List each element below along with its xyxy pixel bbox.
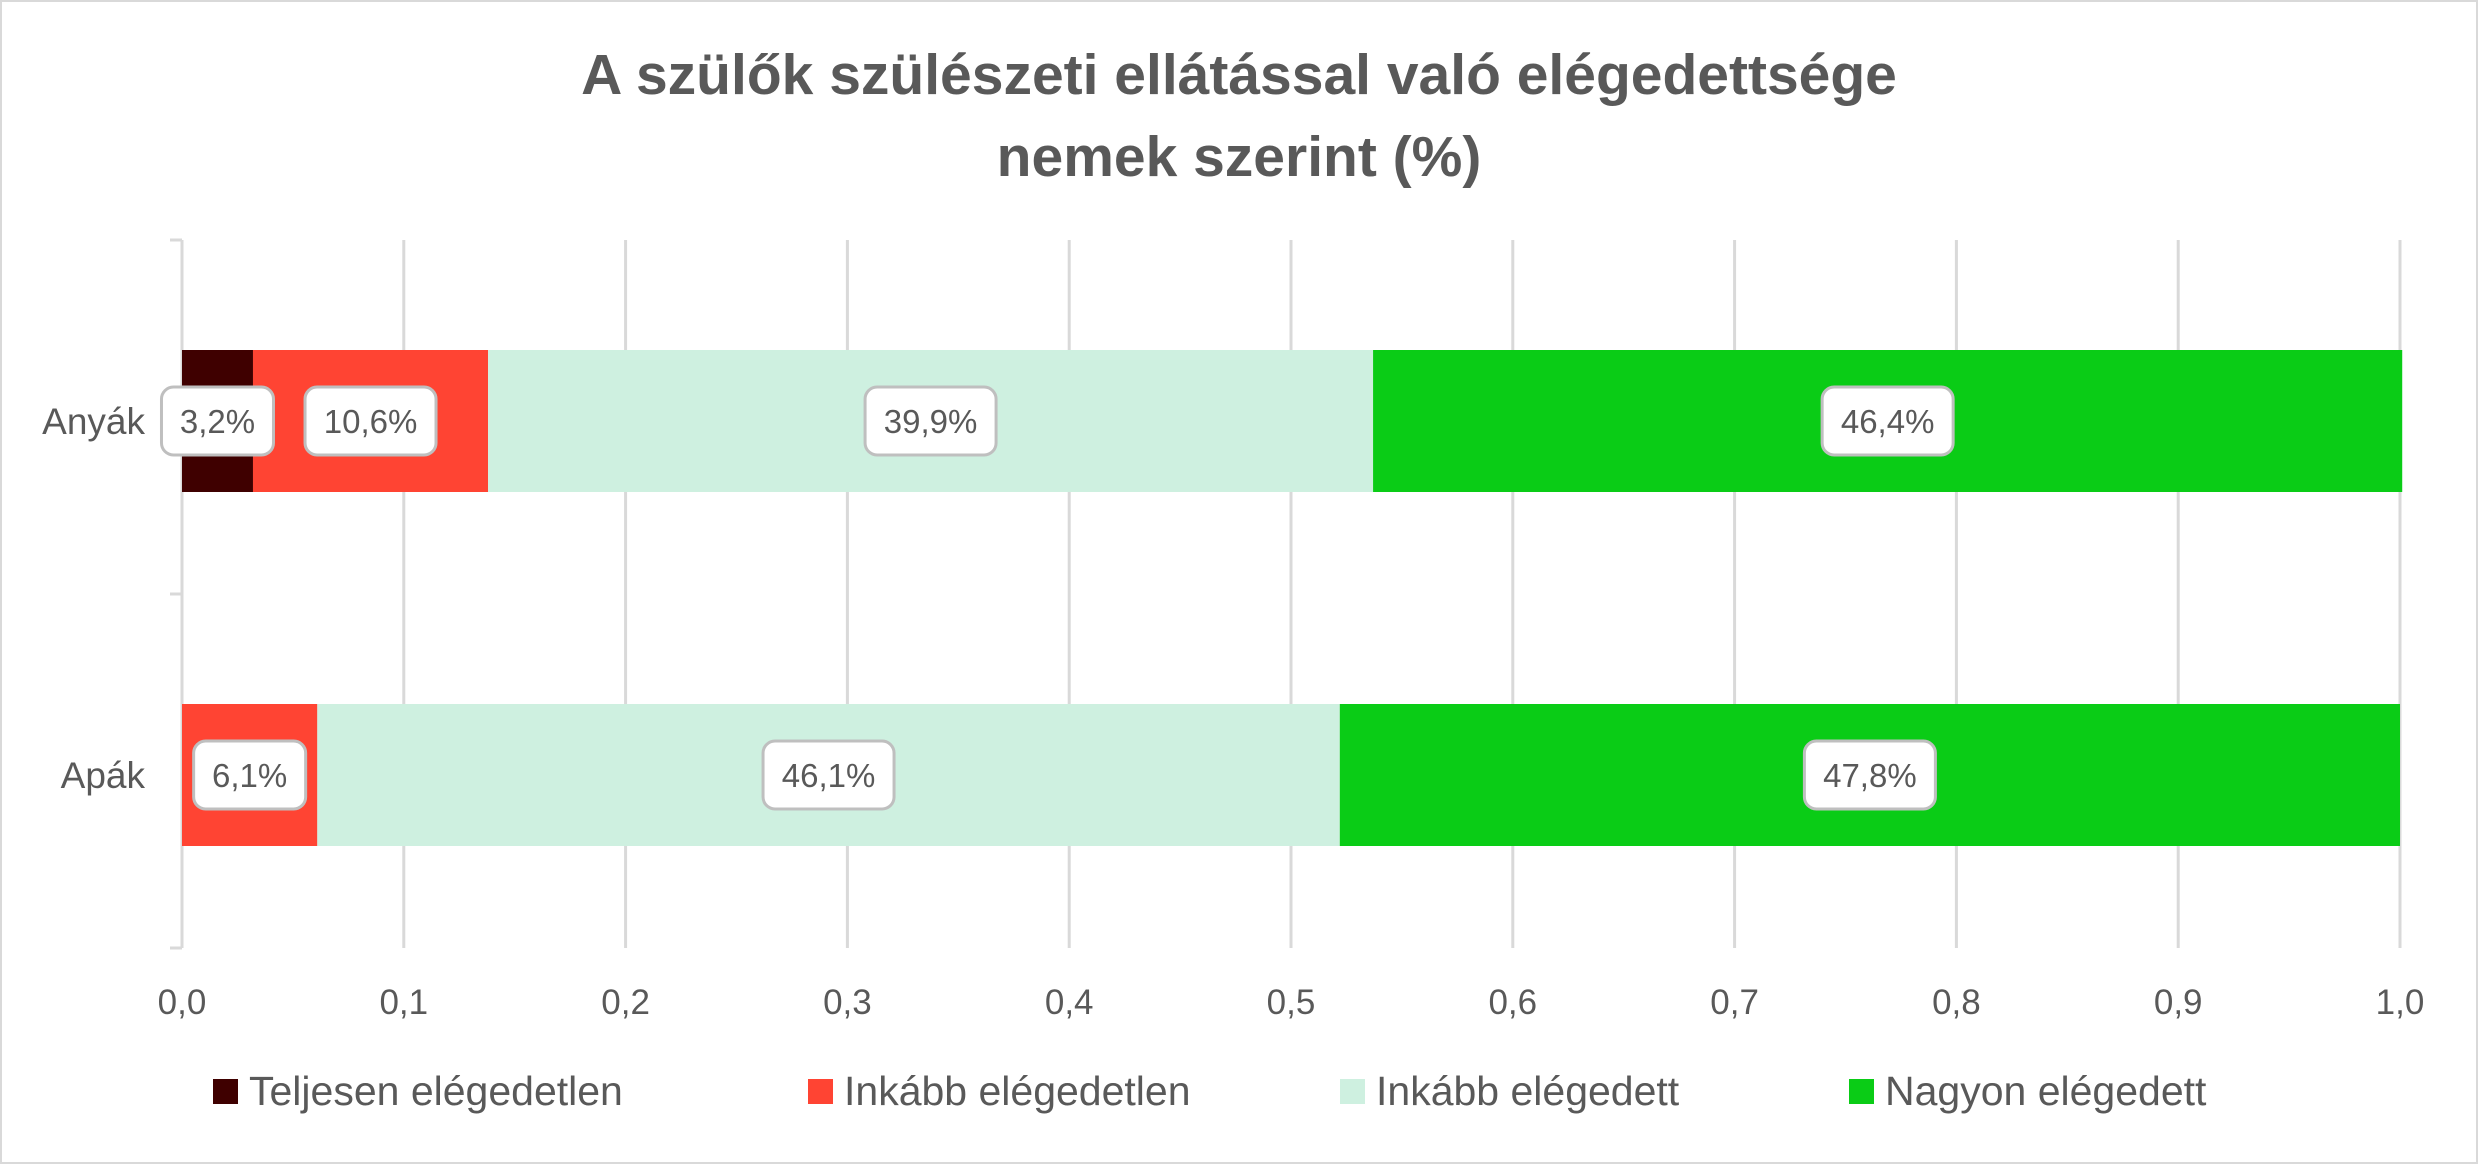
data-label-box xyxy=(303,385,438,457)
legend-label: Teljesen elégedetlen xyxy=(249,1068,623,1114)
data-label: 3,2% xyxy=(180,403,255,440)
x-tick-label: 0,1 xyxy=(379,983,428,1022)
x-tick-label: 0,0 xyxy=(158,983,207,1022)
data-label: 6,1% xyxy=(212,757,287,794)
x-tick-label: 0,6 xyxy=(1488,983,1537,1022)
legend-label: Inkább elégedett xyxy=(1376,1068,1680,1114)
legend-swatch xyxy=(1340,1079,1365,1104)
data-label-box xyxy=(1802,739,1937,811)
data-label-box xyxy=(192,739,308,811)
category-label: Anyák xyxy=(42,401,145,442)
legend-swatch xyxy=(213,1079,238,1104)
legend-label: Inkább elégedetlen xyxy=(844,1068,1191,1114)
legend-swatch xyxy=(808,1079,833,1104)
axes: 0,0 0,1 0,2 0,3 0,4 0,5 0,6 0,7 0,8 0,9 1,0 Anyák Ap… xyxy=(42,238,2425,1022)
data-label: 39,9% xyxy=(884,403,978,440)
data-label-box xyxy=(159,385,275,457)
data-labels: 3,2% 10,6% 39,9% 46,4% 6,1% 46,1% 47,8% xyxy=(159,385,1955,811)
data-label-box xyxy=(761,739,896,811)
x-tick-label: 0,3 xyxy=(823,983,872,1022)
x-tick-label: 0,7 xyxy=(1710,983,1759,1022)
data-label-box xyxy=(863,385,998,457)
x-tick-label: 0,8 xyxy=(1932,983,1981,1022)
x-tick-label: 0,4 xyxy=(1045,983,1094,1022)
x-tick-label: 0,2 xyxy=(601,983,650,1022)
legend: Teljesen elégedetlen Inkább elégedetlen In… xyxy=(213,1068,2207,1114)
x-tick-label: 1,0 xyxy=(2376,983,2425,1022)
legend-swatch xyxy=(1849,1079,1874,1104)
data-label: 47,8% xyxy=(1823,757,1917,794)
data-label-box xyxy=(1820,385,1955,457)
x-tick-label: 0,5 xyxy=(1267,983,1316,1022)
data-label: 46,1% xyxy=(782,757,876,794)
x-tick-label: 0,9 xyxy=(2154,983,2203,1022)
category-label: Apák xyxy=(61,755,146,796)
data-label: 10,6% xyxy=(324,403,418,440)
legend-label: Nagyon elégedett xyxy=(1885,1068,2207,1114)
chart-title-line-1: A szülők szülészeti ellátással való elég… xyxy=(581,43,1897,107)
chart-title-line-2: nemek szerint (%) xyxy=(997,125,1482,189)
data-label: 46,4% xyxy=(1841,403,1935,440)
